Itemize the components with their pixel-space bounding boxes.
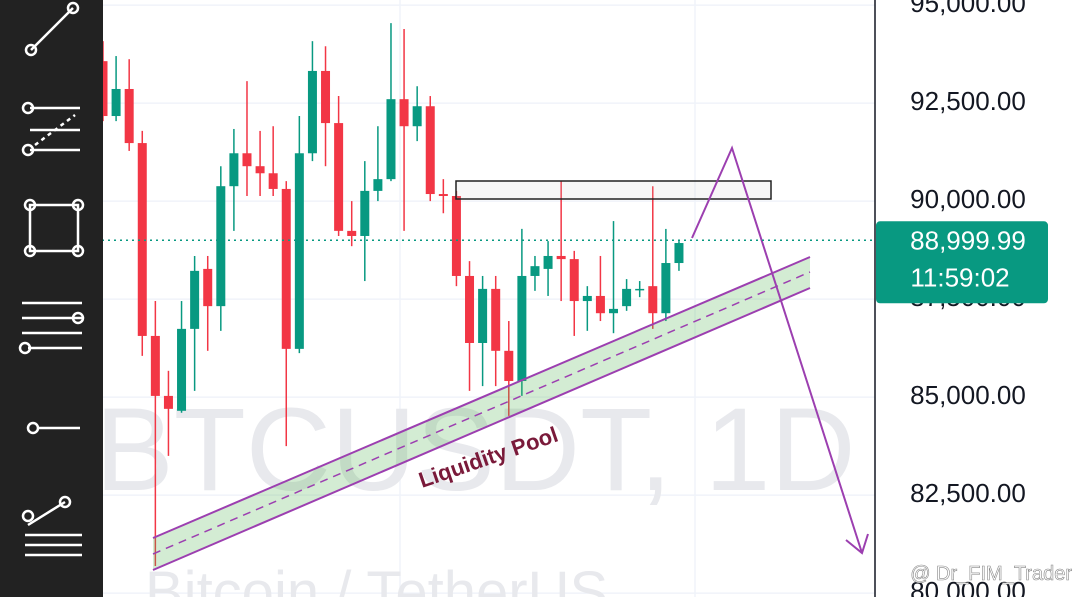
candle-body: [190, 270, 200, 329]
credit: @ Dr_FIM_Trader: [910, 563, 1072, 585]
candle-body: [399, 99, 409, 127]
toolbar: [0, 0, 103, 597]
candle-body: [255, 166, 265, 174]
y-tick-label: 95,000.00: [910, 0, 1026, 18]
candle-body: [504, 350, 514, 382]
watermark-title: BTCUSDT, 1D: [95, 384, 856, 516]
candle-body: [386, 99, 396, 180]
candle-body: [360, 190, 370, 236]
candle-body: [150, 335, 160, 396]
candle-body: [530, 266, 540, 276]
y-tick-label: 90,000.00: [910, 184, 1026, 214]
candle-body: [438, 194, 448, 196]
range-box: [455, 180, 772, 200]
candle-body: [465, 275, 475, 343]
candle-body: [661, 263, 671, 314]
countdown: 11:59:02: [910, 262, 1009, 292]
candle-body: [425, 106, 435, 195]
candle-body: [556, 255, 566, 260]
candle-body: [674, 243, 684, 264]
y-tick-label: 82,500.00: [910, 478, 1026, 508]
candle-body: [137, 143, 147, 336]
candle-body: [543, 255, 553, 269]
candle-body: [177, 328, 187, 411]
candle-body: [491, 288, 501, 351]
projection: [691, 145, 863, 554]
y-tick-label: 80,000.00: [910, 576, 1026, 597]
candle-body: [111, 88, 121, 117]
candle-body: [307, 70, 317, 154]
grid: [103, 4, 875, 594]
candle-body: [281, 188, 291, 349]
channel-mid: [152, 271, 811, 555]
price-label: 88,999.99: [910, 225, 1026, 255]
candle-body: [124, 88, 134, 144]
arrow-head: [845, 533, 869, 555]
candle-body: [321, 70, 331, 124]
candle-body: [216, 186, 226, 307]
channel-bottom: [152, 287, 811, 571]
candle-body: [517, 275, 527, 382]
candle-body: [569, 259, 579, 302]
candle-body: [229, 153, 239, 187]
channel-top: [152, 256, 811, 539]
y-tick-label: 92,500.00: [910, 86, 1026, 116]
candle-body: [635, 288, 645, 291]
watermark-subtitle: Bitcoin / TetherUS: [145, 560, 608, 597]
candle-body: [609, 308, 619, 314]
candle-body: [478, 288, 488, 343]
candle-body: [412, 106, 422, 127]
candle-body: [622, 288, 632, 307]
tool-icons: [18, 1, 85, 557]
price-tag: [876, 221, 1048, 304]
candle-body: [595, 295, 605, 314]
candle-body: [268, 173, 278, 189]
candle-body: [582, 295, 592, 302]
candle-body: [334, 123, 344, 231]
candle-body: [347, 230, 357, 236]
candles: [103, 23, 684, 567]
candle-body: [451, 195, 461, 276]
y-tick-label: 85,000.00: [910, 380, 1026, 410]
candle-body: [103, 61, 108, 117]
candle-body: [203, 268, 213, 307]
candle-body: [163, 395, 173, 409]
candle-body: [373, 179, 383, 191]
candle-body: [242, 153, 252, 167]
candle-body: [294, 153, 304, 349]
candle-body: [648, 286, 658, 314]
